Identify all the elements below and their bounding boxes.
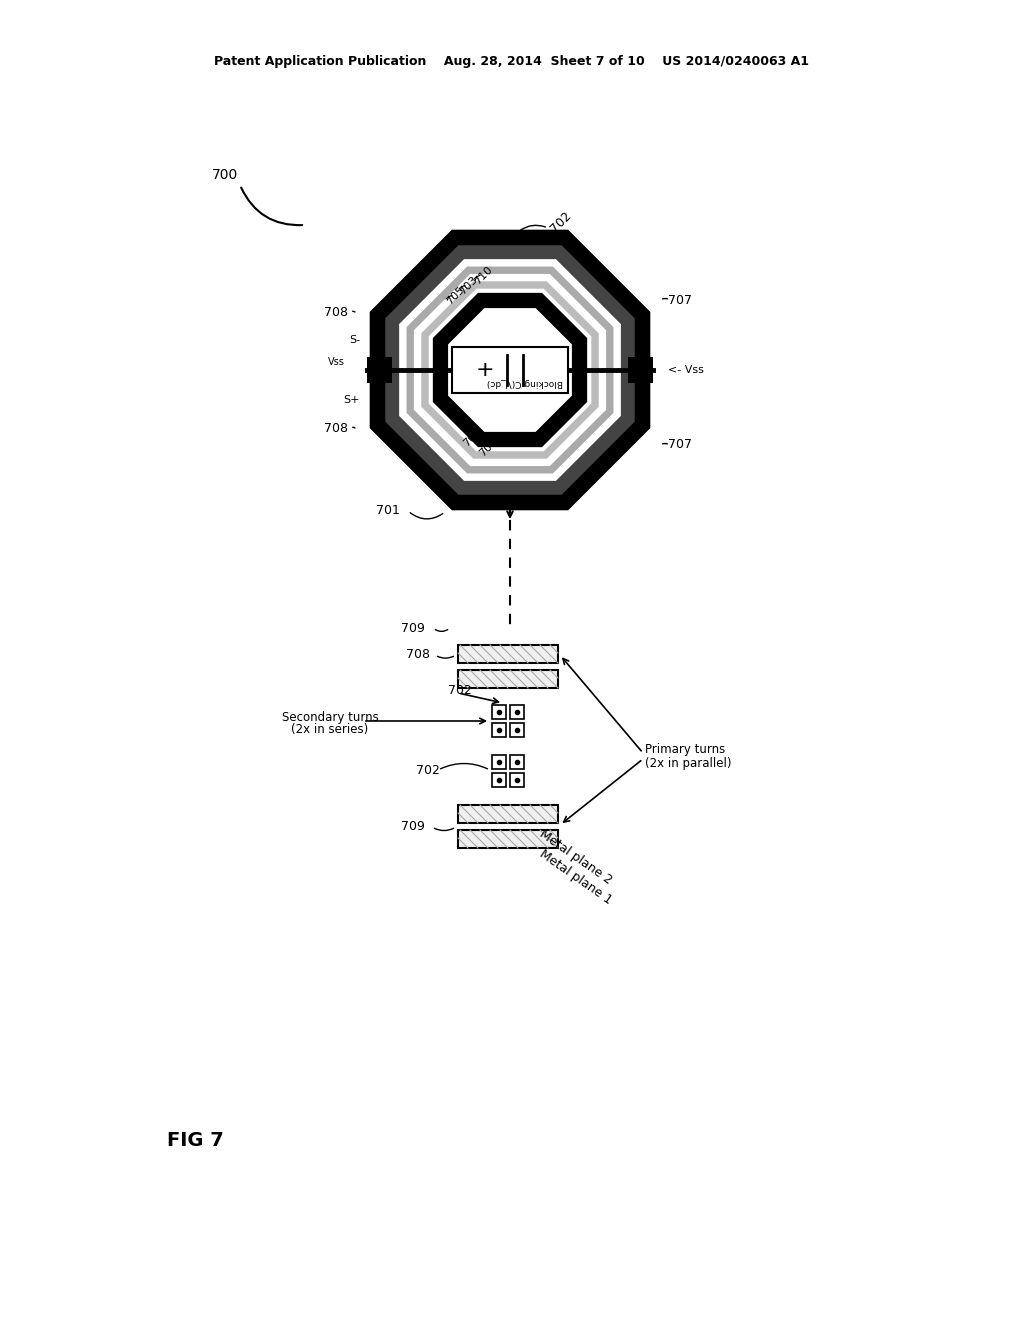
Text: Vss: Vss	[328, 356, 345, 367]
Text: S+: S+	[343, 395, 360, 405]
Text: Blocking C(V_dc): Blocking C(V_dc)	[487, 378, 563, 387]
Bar	[628, 356, 653, 383]
Polygon shape	[421, 281, 599, 458]
Polygon shape	[372, 231, 648, 508]
Text: FIG 7: FIG 7	[167, 1130, 223, 1150]
Text: S-: S-	[349, 335, 360, 345]
Bar	[510, 723, 524, 737]
Text: Metal plane 1: Metal plane 1	[537, 847, 614, 907]
Polygon shape	[399, 259, 621, 480]
Text: (2x in parallel): (2x in parallel)	[645, 756, 731, 770]
Text: Secondary turns: Secondary turns	[282, 710, 379, 723]
Text: +: +	[476, 360, 495, 380]
Polygon shape	[429, 289, 591, 451]
Bar	[452, 347, 568, 393]
Bar	[458, 805, 558, 822]
Text: Patent Application Publication    Aug. 28, 2014  Sheet 7 of 10    US 2014/024006: Patent Application Publication Aug. 28, …	[214, 55, 810, 69]
Polygon shape	[449, 308, 571, 432]
Text: 709: 709	[401, 622, 425, 635]
Text: 707: 707	[668, 293, 692, 306]
Bar	[458, 645, 558, 663]
Text: 708: 708	[477, 436, 499, 458]
Bar	[510, 774, 524, 787]
Text: 701: 701	[376, 503, 400, 516]
Text: 707: 707	[668, 438, 692, 451]
Bar	[492, 723, 506, 737]
Bar	[367, 356, 392, 383]
Text: 702: 702	[449, 684, 472, 697]
Text: (2x in series): (2x in series)	[292, 723, 369, 737]
Text: 702: 702	[548, 209, 574, 235]
Text: 700: 700	[212, 168, 239, 182]
Bar	[492, 755, 506, 770]
Polygon shape	[414, 275, 606, 466]
Text: 702: 702	[416, 763, 440, 776]
Text: 705: 705	[444, 284, 466, 306]
Text: 703: 703	[457, 275, 479, 296]
Polygon shape	[407, 267, 613, 474]
Polygon shape	[385, 246, 635, 495]
Bar	[492, 705, 506, 719]
Text: 708: 708	[406, 648, 430, 661]
Text: 708: 708	[324, 305, 348, 318]
Bar	[492, 774, 506, 787]
Bar	[458, 671, 558, 688]
Text: 708: 708	[324, 421, 348, 434]
Text: <- Vss: <- Vss	[668, 366, 703, 375]
Text: 706: 706	[461, 426, 483, 447]
Bar	[510, 755, 524, 770]
Text: 710: 710	[472, 264, 494, 286]
Text: 709: 709	[401, 821, 425, 833]
Text: Metal plane 2: Metal plane 2	[537, 828, 614, 887]
Text: Primary turns: Primary turns	[645, 743, 725, 756]
Bar	[510, 705, 524, 719]
Bar	[458, 830, 558, 847]
Polygon shape	[434, 294, 586, 446]
